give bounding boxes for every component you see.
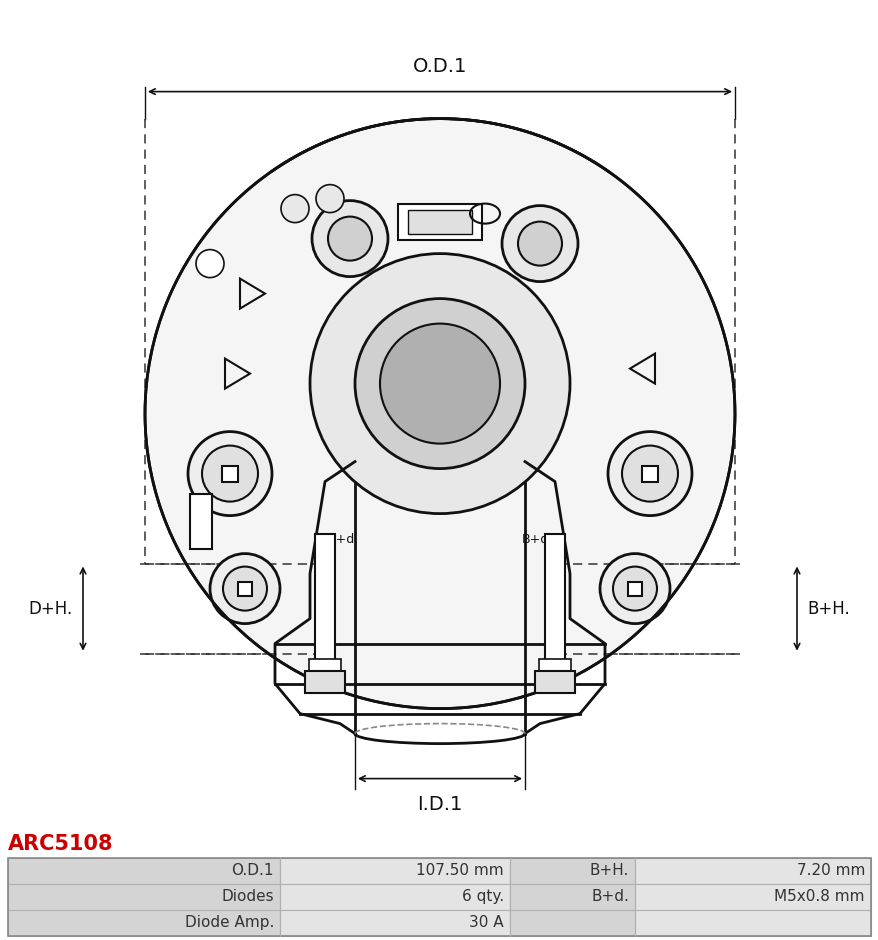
Bar bbox=[309, 659, 341, 670]
Circle shape bbox=[210, 554, 280, 623]
Text: D+d.: D+d. bbox=[327, 533, 359, 545]
Bar bbox=[314, 534, 335, 664]
Text: Diode Amp.: Diode Amp. bbox=[184, 916, 274, 931]
Circle shape bbox=[312, 200, 387, 276]
Circle shape bbox=[196, 250, 224, 277]
Bar bbox=[634, 884, 870, 910]
Bar bbox=[634, 858, 870, 884]
Bar bbox=[8, 910, 280, 936]
Text: D+H.: D+H. bbox=[29, 600, 73, 618]
Bar bbox=[8, 858, 870, 936]
Bar bbox=[538, 659, 571, 670]
Bar bbox=[280, 884, 509, 910]
Bar bbox=[398, 204, 481, 240]
Circle shape bbox=[310, 254, 569, 513]
Text: 6 qty.: 6 qty. bbox=[461, 889, 503, 904]
Bar bbox=[544, 534, 565, 664]
Bar bbox=[509, 884, 634, 910]
Bar bbox=[641, 465, 658, 481]
Bar bbox=[8, 858, 280, 884]
Text: B+H.: B+H. bbox=[589, 864, 629, 879]
Bar bbox=[407, 210, 471, 234]
Bar bbox=[535, 670, 574, 693]
Text: O.D.1: O.D.1 bbox=[231, 864, 274, 879]
Bar bbox=[305, 670, 344, 693]
Circle shape bbox=[600, 554, 669, 623]
Bar bbox=[627, 582, 641, 596]
Circle shape bbox=[223, 567, 267, 611]
Text: Diodes: Diodes bbox=[221, 889, 274, 904]
Text: ARC5108: ARC5108 bbox=[8, 834, 113, 854]
Text: 7.20 mm: 7.20 mm bbox=[795, 864, 864, 879]
Circle shape bbox=[379, 323, 500, 444]
Circle shape bbox=[622, 446, 677, 502]
Circle shape bbox=[145, 118, 734, 709]
Bar bbox=[509, 858, 634, 884]
Circle shape bbox=[501, 206, 578, 282]
Circle shape bbox=[202, 446, 258, 502]
Text: 107.50 mm: 107.50 mm bbox=[416, 864, 503, 879]
Text: M5x0.8 mm: M5x0.8 mm bbox=[774, 889, 864, 904]
Bar bbox=[8, 884, 280, 910]
Text: B+d.: B+d. bbox=[590, 889, 629, 904]
Bar bbox=[280, 858, 509, 884]
Circle shape bbox=[327, 216, 371, 260]
Circle shape bbox=[517, 222, 561, 266]
Bar bbox=[509, 910, 634, 936]
Text: B+H.: B+H. bbox=[806, 600, 849, 618]
Circle shape bbox=[608, 431, 691, 516]
Text: O.D.1: O.D.1 bbox=[413, 56, 466, 75]
Text: 30 A: 30 A bbox=[469, 916, 503, 931]
Circle shape bbox=[281, 195, 309, 223]
Bar bbox=[222, 465, 238, 481]
Bar bbox=[280, 910, 509, 936]
Bar bbox=[190, 494, 212, 549]
Text: I.D.1: I.D.1 bbox=[417, 794, 462, 814]
Circle shape bbox=[612, 567, 656, 611]
Bar bbox=[238, 582, 252, 596]
Circle shape bbox=[355, 299, 524, 469]
Bar bbox=[634, 910, 870, 936]
Circle shape bbox=[315, 184, 343, 212]
Text: B+d.: B+d. bbox=[522, 533, 552, 545]
Circle shape bbox=[188, 431, 271, 516]
